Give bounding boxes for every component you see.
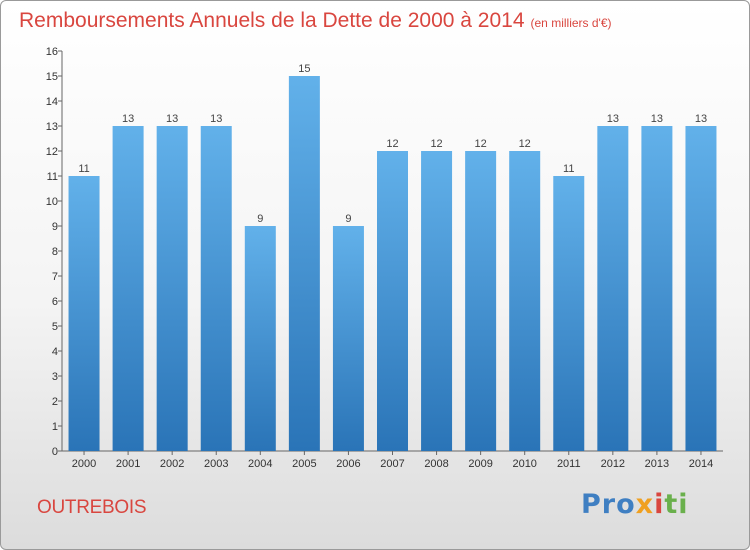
x-tick-label: 2014 (689, 458, 713, 470)
chart-title-text: Remboursements Annuels de la Dette de 20… (19, 9, 525, 32)
x-tick-label: 2012 (601, 458, 625, 470)
bar (244, 226, 276, 451)
y-tick-label: 2 (52, 396, 58, 408)
bar (641, 126, 673, 451)
bar-value-label: 12 (519, 138, 531, 150)
logo-part-4: ti (664, 489, 689, 520)
y-tick-label: 9 (52, 221, 58, 233)
bar (421, 151, 453, 451)
y-tick-label: 6 (52, 296, 58, 308)
y-tick-label: 8 (52, 246, 58, 258)
x-tick-label: 2004 (248, 458, 272, 470)
x-tick-label: 2008 (424, 458, 448, 470)
bar (597, 126, 629, 451)
bar-value-label: 13 (651, 113, 663, 125)
x-tick-label: 2010 (512, 458, 536, 470)
bar-value-label: 12 (430, 138, 442, 150)
proxiti-logo[interactable]: Proxiti (581, 489, 689, 520)
y-tick-label: 13 (46, 121, 58, 133)
logo-part-2: x (635, 489, 655, 520)
y-tick-label: 12 (46, 146, 58, 158)
bar (553, 176, 585, 451)
data-labels: 11 13 13 13 9 15 9 12 12 12 12 11 13 13 13 (78, 63, 707, 225)
x-tick-label: 2011 (557, 458, 581, 470)
y-tick-label: 5 (52, 321, 58, 333)
x-tick-label: 2007 (380, 458, 404, 470)
y-tick-label: 1 (52, 421, 58, 433)
y-tick-label: 7 (52, 271, 58, 283)
y-tick-label: 16 (46, 46, 58, 58)
bar (200, 126, 232, 451)
x-tick-label: 2000 (72, 458, 96, 470)
bar (465, 151, 497, 451)
y-tick-label: 14 (46, 96, 58, 108)
y-tick-label: 3 (52, 371, 58, 383)
x-tick-label: 2009 (468, 458, 492, 470)
y-tick-label: 11 (47, 171, 58, 183)
x-tick-label: 2006 (336, 458, 360, 470)
bar-value-label: 9 (345, 213, 351, 225)
bar (377, 151, 408, 451)
bar-value-label: 13 (122, 113, 134, 125)
bar-value-label: 11 (78, 163, 89, 175)
bar-value-label: 13 (210, 113, 222, 125)
bar-value-label: 13 (166, 113, 178, 125)
x-tick-label: 2005 (292, 458, 316, 470)
bar (332, 226, 364, 451)
bar-value-label: 9 (257, 213, 263, 225)
x-tick-label: 2013 (645, 458, 669, 470)
commune-name: OUTREBOIS (37, 497, 147, 518)
chart-title: Remboursements Annuels de la Dette de 20… (19, 9, 612, 33)
bar-value-label: 11 (563, 163, 574, 175)
x-tick-label: 2003 (204, 458, 228, 470)
y-tick-label: 15 (46, 71, 58, 83)
logo-part-3: i (654, 489, 665, 520)
y-tick-label: 4 (52, 346, 58, 358)
bar-value-label: 13 (607, 113, 619, 125)
y-tick-label: 0 (52, 446, 58, 458)
bar-value-label: 12 (475, 138, 487, 150)
y-tick-label: 10 (46, 196, 58, 208)
bar (685, 126, 717, 451)
chart-unit: (en milliers d'€) (530, 16, 612, 30)
bar (288, 76, 320, 451)
bars (68, 76, 717, 451)
bar (112, 126, 144, 451)
bar (509, 151, 541, 451)
bar (156, 126, 188, 451)
logo-part-1: Pro (581, 489, 636, 520)
bar-value-label: 12 (386, 138, 398, 150)
x-tick-label: 2001 (116, 458, 140, 470)
x-tick-label: 2002 (160, 458, 184, 470)
bar-value-label: 15 (298, 63, 310, 75)
bar-value-label: 13 (695, 113, 707, 125)
bar (68, 176, 100, 451)
